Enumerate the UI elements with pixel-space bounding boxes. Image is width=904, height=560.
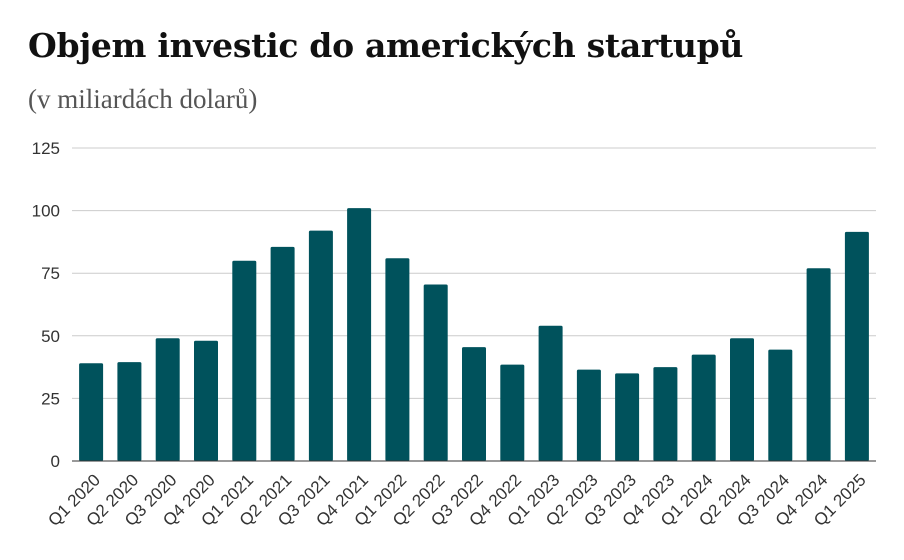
chart-title: Objem investic do amerických startupů (28, 26, 744, 65)
bar-q1-2024 (691, 354, 716, 461)
y-tick-label: 50 (41, 327, 60, 346)
bar-q1-2020 (79, 363, 104, 461)
bar-q2-2023 (576, 369, 601, 461)
bar-q4-2020 (194, 340, 218, 461)
bar-q1-2025 (844, 231, 869, 461)
y-tick-label: 125 (32, 139, 60, 158)
bar-q3-2024 (768, 349, 793, 461)
bar-q1-2021 (232, 260, 257, 461)
chart-subtitle: (v miliardách dolarů) (28, 84, 258, 114)
bar-q3-2021 (308, 230, 333, 461)
bar-q3-2022 (462, 347, 486, 461)
bar-q4-2021 (347, 208, 372, 461)
bar-q2-2022 (423, 284, 448, 461)
bar-q2-2020 (117, 362, 142, 461)
bar-q3-2020 (155, 338, 180, 461)
y-tick-label: 25 (41, 389, 60, 408)
y-tick-label: 100 (32, 202, 60, 221)
y-tick-label: 75 (41, 264, 60, 283)
bar-q1-2022 (385, 258, 410, 461)
bar-q1-2023 (538, 325, 563, 461)
bar-q4-2023 (653, 367, 678, 461)
bar-q4-2022 (500, 364, 525, 461)
y-axis-ticks: 0 25 50 75 100 125 (32, 139, 60, 471)
y-tick-label: 0 (51, 452, 60, 471)
bar-q3-2023 (615, 373, 640, 461)
bars (79, 208, 869, 461)
bar-q4-2024 (806, 268, 831, 461)
bar-q2-2021 (270, 246, 295, 461)
bar-q2-2024 (730, 338, 754, 461)
